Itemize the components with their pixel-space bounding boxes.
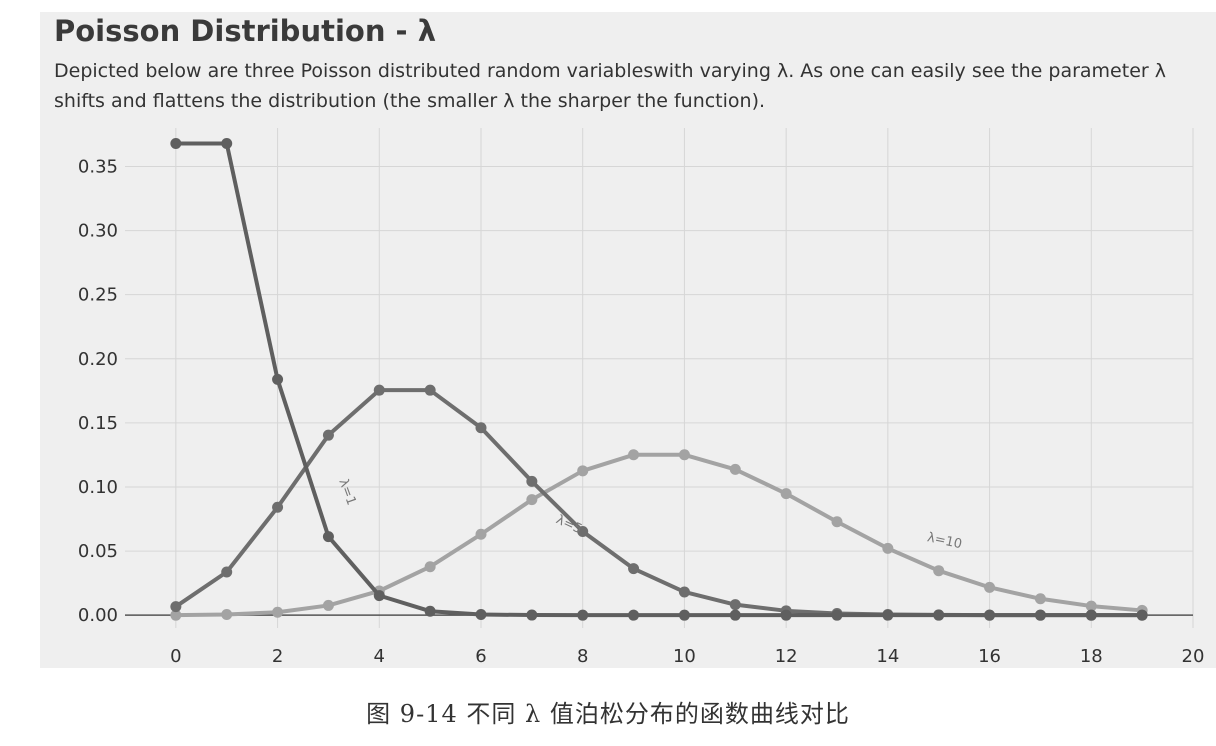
data-point — [322, 599, 334, 611]
series-line — [174, 388, 1143, 618]
y-tick-label: 0.20 — [78, 349, 118, 370]
data-point — [221, 609, 233, 621]
data-point — [780, 609, 792, 621]
series-annotation: λ=5 — [554, 512, 585, 537]
data-point — [577, 525, 589, 537]
data-point — [373, 590, 385, 602]
y-tick-label: 0.30 — [78, 221, 118, 242]
data-point — [272, 606, 284, 618]
data-point — [475, 609, 487, 621]
data-point — [322, 531, 334, 543]
x-tick-label: 20 — [1182, 646, 1205, 667]
data-point — [475, 528, 487, 540]
data-point — [628, 563, 640, 575]
series-annotations: λ=1 λ=5 λ=10 — [335, 477, 963, 552]
x-tick-label: 14 — [876, 646, 899, 667]
data-point — [933, 565, 945, 577]
chart-description: Depicted below are three Poisson distrib… — [54, 60, 1166, 112]
data-point — [424, 605, 436, 617]
data-point — [272, 501, 284, 513]
data-point — [322, 429, 334, 441]
series-annotation: λ=10 — [926, 530, 963, 552]
grid-lines — [125, 128, 1194, 628]
figure-caption: 图 9-14 不同 λ 值泊松分布的函数曲线对比 — [366, 700, 850, 728]
data-point — [678, 609, 690, 621]
data-point — [628, 449, 640, 461]
data-point — [882, 542, 894, 554]
data-point — [526, 609, 538, 621]
x-tick-label: 8 — [577, 646, 588, 667]
data-point — [729, 463, 741, 475]
data-point — [831, 516, 843, 528]
data-point — [577, 609, 589, 621]
data-point — [678, 449, 690, 461]
y-tick-label: 0.25 — [78, 285, 118, 306]
data-point — [882, 609, 894, 621]
data-point — [170, 609, 182, 621]
data-point — [373, 384, 385, 396]
data-point — [831, 609, 843, 621]
x-tick-labels: 0 2 4 6 8 10 12 14 16 18 20 — [170, 646, 1204, 667]
data-point — [628, 609, 640, 621]
series-line — [175, 141, 1143, 618]
data-point — [170, 138, 182, 150]
data-point — [984, 609, 996, 621]
y-tick-label: 0.35 — [78, 156, 118, 177]
x-tick-label: 16 — [978, 646, 1001, 667]
y-tick-labels: 0.00 0.05 0.10 0.15 0.20 0.25 0.30 0.35 — [78, 156, 118, 626]
data-point — [475, 422, 487, 434]
data-point — [729, 599, 741, 611]
data-point — [1034, 609, 1046, 621]
x-tick-label: 6 — [475, 646, 486, 667]
data-point — [678, 586, 690, 598]
chart-title: Poisson Distribution - λ — [54, 14, 437, 48]
data-point — [221, 566, 233, 578]
data-point — [424, 561, 436, 573]
x-tick-label: 0 — [170, 646, 181, 667]
data-point — [526, 494, 538, 506]
x-tick-label: 4 — [374, 646, 385, 667]
data-point — [526, 475, 538, 487]
data-point — [1085, 600, 1097, 612]
x-tick-label: 2 — [272, 646, 283, 667]
x-tick-label: 18 — [1080, 646, 1103, 667]
series-annotation: λ=1 — [335, 477, 358, 507]
data-point — [221, 138, 233, 150]
x-tick-label: 12 — [775, 646, 798, 667]
data-point — [424, 384, 436, 396]
y-tick-label: 0.15 — [78, 413, 118, 434]
y-tick-label: 0.10 — [78, 477, 118, 498]
data-point — [780, 488, 792, 500]
data-point — [1085, 609, 1097, 621]
series-lines — [170, 138, 1148, 621]
data-point — [577, 465, 589, 477]
y-tick-label: 0.00 — [78, 605, 118, 626]
series-line — [175, 452, 1143, 618]
data-point — [984, 581, 996, 593]
y-tick-label: 0.05 — [78, 541, 118, 562]
data-point — [1136, 609, 1148, 621]
data-point — [272, 373, 284, 385]
data-point — [170, 601, 182, 613]
data-point — [933, 609, 945, 621]
data-point — [729, 609, 741, 621]
x-tick-label: 10 — [673, 646, 696, 667]
data-point — [1034, 593, 1046, 605]
